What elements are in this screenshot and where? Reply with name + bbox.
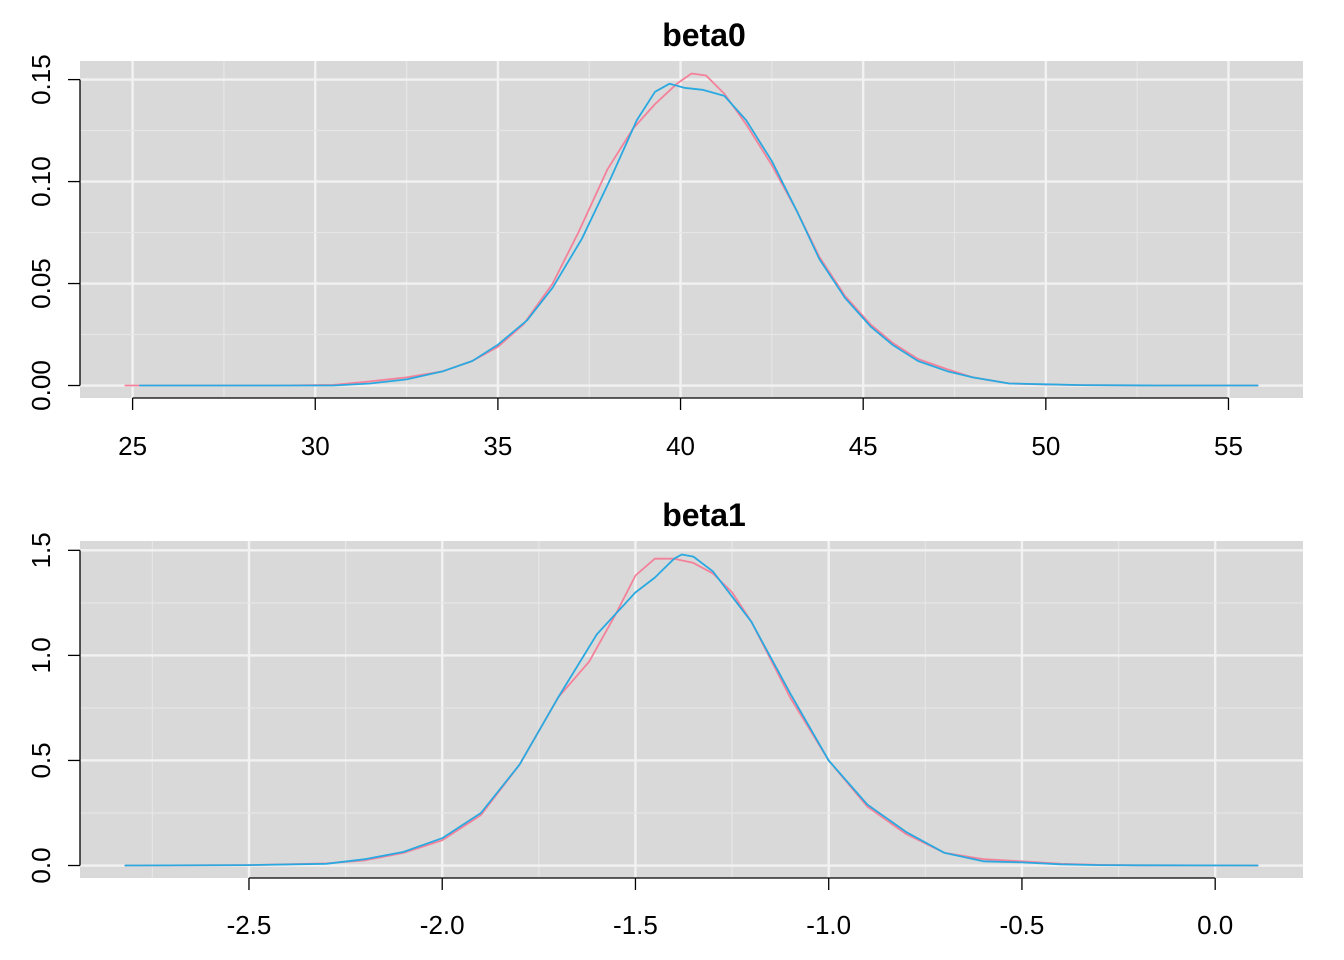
y-tick-label: 0.10 [26, 156, 56, 207]
y-tick-label: 1.5 [26, 532, 56, 568]
y-tick-label: 0.5 [26, 742, 56, 778]
x-tick-label: -1.5 [613, 910, 658, 940]
density-line-chain-2 [124, 553, 1259, 867]
x-tick-label: -2.0 [420, 910, 465, 940]
y-tick-label: 0.00 [26, 360, 56, 411]
plot-background [80, 541, 1303, 878]
x-tick-label: -1.0 [806, 910, 851, 940]
x-tick-label: 40 [666, 431, 695, 461]
plot-background [80, 61, 1303, 398]
y-tick-label: 0.15 [26, 54, 56, 105]
x-tick-label: -0.5 [1000, 910, 1045, 940]
panel-title-beta1: beta1 [662, 497, 746, 533]
x-tick-label: -2.5 [227, 910, 272, 940]
density-line-chain-1 [124, 72, 1259, 387]
x-tick-label: 55 [1214, 431, 1243, 461]
density-panel-beta1: -2.5 -2.0 -1.5 -1.0 -0.5 0.0 0.0 0.5 1.0 1.5 [26, 532, 1303, 940]
x-tick-label: 45 [849, 431, 878, 461]
x-tick-label: 30 [301, 431, 330, 461]
x-tick-label: 25 [118, 431, 147, 461]
y-tick-label: 1.0 [26, 637, 56, 673]
x-tick-label: 50 [1031, 431, 1060, 461]
panel-title-beta0: beta0 [662, 17, 746, 53]
density-line-chain-1 [124, 557, 1259, 867]
density-line-chain-2 [139, 82, 1259, 387]
y-tick-label: 0.0 [26, 847, 56, 883]
x-tick-label: 0.0 [1197, 910, 1233, 940]
density-panel-beta0: 25 30 35 40 45 50 55 0.00 0.05 0.10 0.15 [26, 54, 1303, 461]
x-tick-label: 35 [483, 431, 512, 461]
y-tick-label: 0.05 [26, 258, 56, 309]
